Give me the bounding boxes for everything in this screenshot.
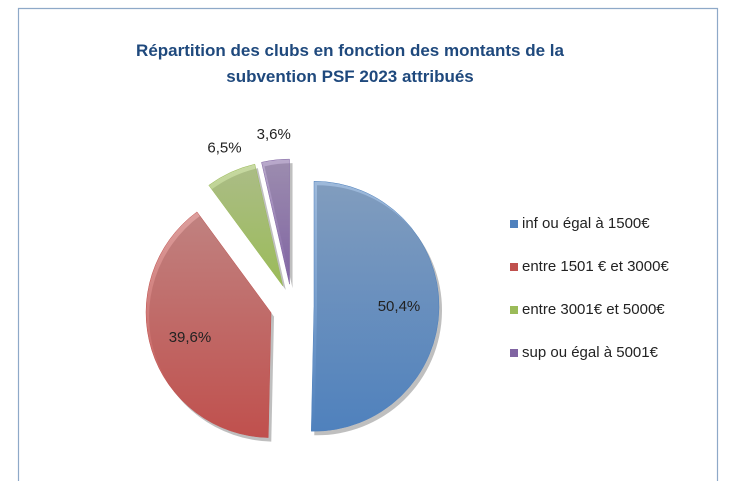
data-label: 50,4%	[378, 298, 421, 315]
chart-frame	[17, 7, 719, 481]
legend-swatch	[510, 306, 518, 314]
pie-slice	[261, 158, 290, 285]
legend-label: inf ou égal à 1500€	[522, 215, 650, 232]
legend-label: entre 3001€ et 5000€	[522, 301, 665, 318]
data-label: 39,6%	[169, 329, 212, 346]
pie-slice	[208, 163, 284, 287]
data-label: 6,5%	[207, 140, 241, 157]
legend-swatch	[510, 349, 518, 357]
legend-swatch	[510, 220, 518, 228]
chart-title: Répartition des clubs en fonction des mo…	[136, 41, 564, 86]
legend-label: sup ou égal à 5001€	[522, 344, 659, 361]
legend-swatch	[510, 263, 518, 271]
pie-slice	[145, 211, 272, 438]
pie-slice	[310, 180, 440, 432]
data-label: 3,6%	[257, 126, 291, 143]
legend-label: entre 1501 € et 3000€	[522, 258, 669, 275]
